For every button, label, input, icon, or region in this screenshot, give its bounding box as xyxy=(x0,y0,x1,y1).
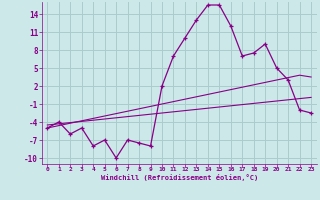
X-axis label: Windchill (Refroidissement éolien,°C): Windchill (Refroidissement éolien,°C) xyxy=(100,174,258,181)
